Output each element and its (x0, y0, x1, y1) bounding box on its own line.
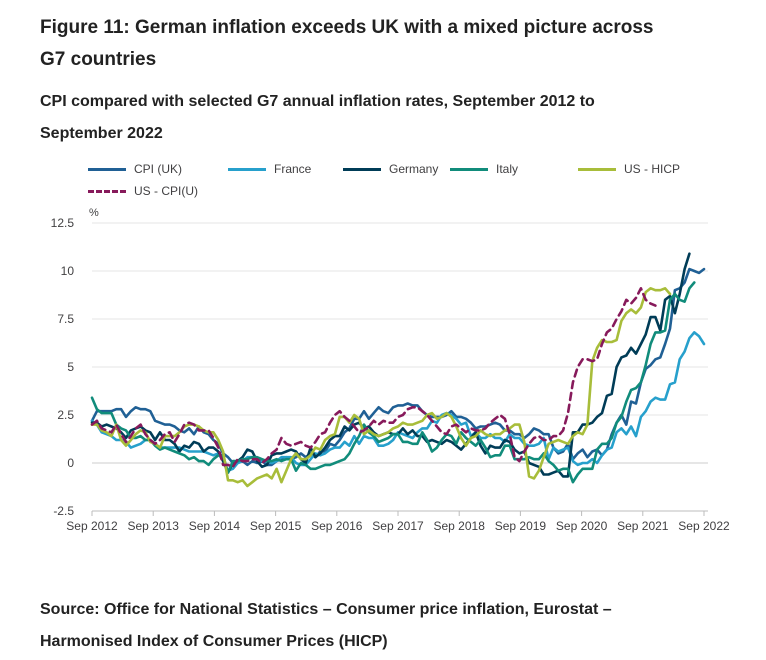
chart-subtitle: CPI compared with selected G7 annual inf… (40, 93, 595, 142)
series-line-germany (90, 252, 691, 478)
legend-label: US - CPI(U) (134, 184, 198, 198)
legend-item: US - HICP (578, 159, 680, 179)
x-tick-label: Sep 2016 (311, 519, 363, 533)
legend-label: Italy (496, 162, 519, 176)
y-tick-label: -2.5 (53, 504, 74, 518)
y-tick-label: 2.5 (57, 408, 74, 422)
legend-label: Germany (389, 162, 439, 176)
y-tick-label: 10 (61, 264, 75, 278)
x-tick-label: Sep 2012 (66, 519, 118, 533)
chart-legend: CPI (UK) France Germany Italy US - HICP US - … (88, 160, 708, 200)
x-tick-label: Sep 2018 (434, 519, 486, 533)
legend-swatch (578, 167, 616, 171)
x-tick-label: Sep 2015 (250, 519, 302, 533)
chart-title: Figure 11: German inflation exceeds UK w… (40, 17, 654, 70)
legend-swatch (228, 167, 266, 171)
series-line-france (90, 331, 706, 472)
x-tick-label: Sep 2014 (189, 519, 241, 533)
y-axis-unit: % (89, 207, 99, 219)
legend-swatch (88, 167, 126, 171)
legend-swatch (88, 189, 126, 193)
x-tick-label: Sep 2022 (678, 519, 730, 533)
y-tick-label: 5 (67, 360, 74, 374)
legend-item: France (228, 159, 311, 179)
source-note: Source: Office for National Statistics –… (40, 601, 612, 650)
series-line-us-cpi-u (90, 287, 657, 469)
legend-swatch (450, 167, 488, 171)
legend-item: US - CPI(U) (88, 181, 198, 201)
y-tick-label: 0 (67, 456, 74, 470)
y-tick-label: 7.5 (57, 312, 74, 326)
legend-item: CPI (UK) (88, 159, 182, 179)
legend-label: US - HICP (624, 162, 681, 176)
x-tick-label: Sep 2013 (128, 519, 180, 533)
x-tick-label: Sep 2019 (495, 519, 547, 533)
series-line-us-hicp (90, 287, 672, 488)
x-tick-label: Sep 2017 (372, 519, 424, 533)
legend-label: CPI (UK) (134, 162, 182, 176)
legend-swatch (343, 167, 381, 171)
legend-item: Germany (343, 159, 438, 179)
x-tick-label: Sep 2020 (556, 519, 608, 533)
x-tick-label: Sep 2021 (617, 519, 669, 533)
legend-label: France (274, 162, 312, 176)
series-line-italy (90, 281, 696, 484)
y-tick-label: 12.5 (51, 216, 75, 230)
legend-item: Italy (450, 159, 518, 179)
